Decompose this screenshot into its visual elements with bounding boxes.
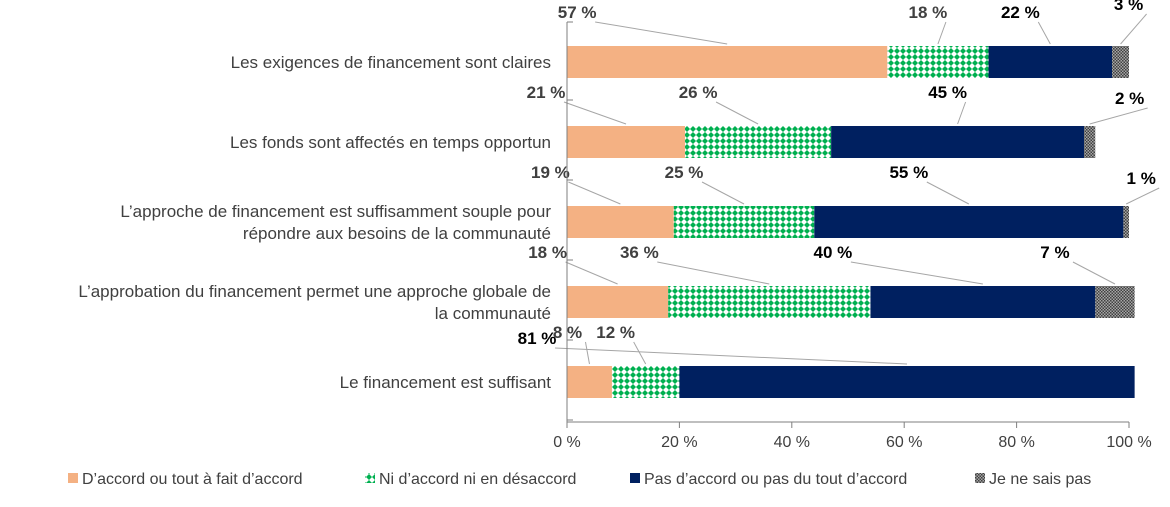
data-label: 12 % [596,323,635,342]
legend-item: Ni d’accord ni en désaccord [365,471,576,488]
data-label: 40 % [814,243,853,262]
bar-segment [887,46,989,78]
data-label: 26 % [679,83,718,102]
leader-line [937,21,947,45]
leader-line [633,341,647,365]
leader-line [565,261,618,285]
legend-item: Je ne sais pas [975,471,1091,488]
leader-line [595,21,728,45]
data-labels: 57 % 18 % 22 % 3 % 21 % 26 % 45 % 2 % 19 % 25 % 55… [518,0,1156,348]
leader-line [657,261,770,285]
bars [567,46,1135,398]
bar-segment [679,366,1135,398]
x-tick-label: 0 % [553,434,581,451]
data-label: 36 % [620,243,659,262]
data-label: 1 % [1127,169,1156,188]
bar-segment [1112,46,1129,78]
leader-line [715,101,759,125]
data-label: 81 % [518,329,557,348]
leader-lines [554,13,1160,365]
legend-swatch [365,473,375,483]
bar-segment [673,206,815,238]
bar-segment [814,206,1124,238]
bar-segment [831,126,1085,158]
leader-line [568,181,621,205]
axes: 0 % 20 % 40 % 60 % 80 % 100 % [553,21,1152,451]
data-label: 7 % [1040,243,1069,262]
category-label: L’approbation du financement permet une … [78,282,551,323]
legend-item: Pas d’accord ou pas du tout d’accord [630,471,907,488]
legend-swatch [630,473,640,483]
legend-label: Pas d’accord ou pas du tout d’accord [644,471,907,488]
data-label: 25 % [665,163,704,182]
leader-line [1120,13,1147,45]
legend-swatch [68,473,78,483]
bar-segment [567,286,669,318]
legend: D’accord ou tout à fait d’accord Ni d’acc… [68,471,1091,488]
leader-line [926,181,970,205]
leader-line [1089,107,1148,125]
leader-line [584,341,590,365]
bar-segment [1123,206,1129,238]
bar-segment [567,366,612,398]
legend-label: D’accord ou tout à fait d’accord [82,471,303,488]
bar-segment [567,206,674,238]
category-label: Le financement est suffisant [340,373,552,392]
data-label: 19 % [531,163,570,182]
category-labels: Les exigences de financement sont claire… [78,53,551,392]
bar-segment [567,126,686,158]
leader-line [554,347,908,365]
leader-line [1072,261,1116,285]
x-tick-label: 40 % [774,434,810,451]
data-label: 2 % [1115,89,1144,108]
x-tick-label: 60 % [886,434,922,451]
category-label: Les exigences de financement sont claire… [231,53,551,72]
bar-segment [611,366,680,398]
data-label: 18 % [528,243,567,262]
bar-segment [1084,126,1096,158]
data-label: 55 % [889,163,928,182]
data-label: 45 % [928,83,967,102]
leader-line [563,101,627,125]
legend-label: Ni d’accord ni en désaccord [379,471,576,488]
bar-segment [668,286,871,318]
bar-segment [870,286,1096,318]
category-label: L’approche de financement est suffisamme… [120,202,551,243]
bar-segment [1095,286,1135,318]
data-label: 3 % [1114,0,1143,14]
leader-line [850,261,983,285]
leader-line [701,181,745,205]
x-tick-label: 20 % [661,434,697,451]
category-label: Les fonds sont affectés en temps opportu… [230,133,551,152]
bar-segment [988,46,1113,78]
x-tick-label: 100 % [1106,434,1151,451]
leader-line [1037,21,1051,45]
bar-segment [685,126,832,158]
legend-label: Je ne sais pas [989,471,1091,488]
data-label: 22 % [1001,3,1040,22]
data-label: 18 % [909,3,948,22]
leader-line [957,101,967,125]
x-tick-label: 80 % [998,434,1034,451]
data-label: 21 % [527,83,566,102]
legend-swatch [975,473,985,483]
bar-segment [567,46,888,78]
leader-line [1125,187,1160,205]
data-label: 57 % [558,3,597,22]
legend-item: D’accord ou tout à fait d’accord [68,471,303,488]
